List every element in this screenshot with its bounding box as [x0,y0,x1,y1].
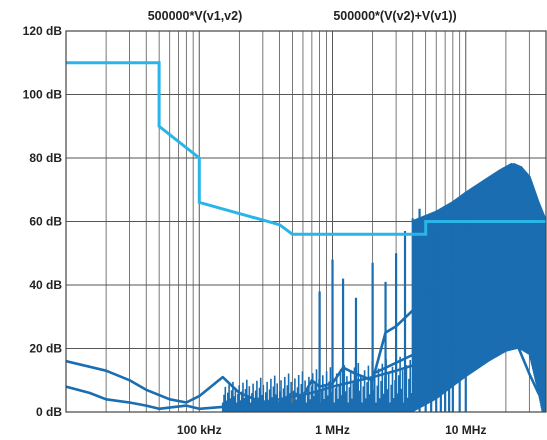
y-tick-label: 0 dB [36,405,62,419]
legend-entry: 500000*V(v1,v2) [148,9,243,23]
data-layer [66,61,546,412]
envelope-lower [372,290,546,376]
y-tick-label: 20 dB [29,342,62,356]
x-tick-label: 10 MHz [445,423,486,437]
x-tick-label: 100 kHz [177,423,222,437]
envelope-upper [412,162,546,223]
spectrum-series-line [66,331,546,411]
y-tick-label: 120 dB [23,24,63,38]
y-tick-label: 100 dB [23,88,63,102]
y-tick-label: 40 dB [29,278,62,292]
legend-entry: 500000*(V(v2)+V(v1)) [333,9,456,23]
y-tick-label: 60 dB [29,215,62,229]
x-tick-label: 1 MHz [315,423,350,437]
plot-frame [65,30,547,413]
y-tick-label: 80 dB [29,151,62,165]
spectrum-series-line [66,163,546,404]
limit-line [66,61,546,236]
legend: 500000*V(v1,v2) 500000*(V(v2)+V(v1)) [148,9,457,23]
tick-labels: 0 dB 20 dB 40 dB 60 dB 80 dB 100 dB 120 dB 100 … [23,24,487,437]
